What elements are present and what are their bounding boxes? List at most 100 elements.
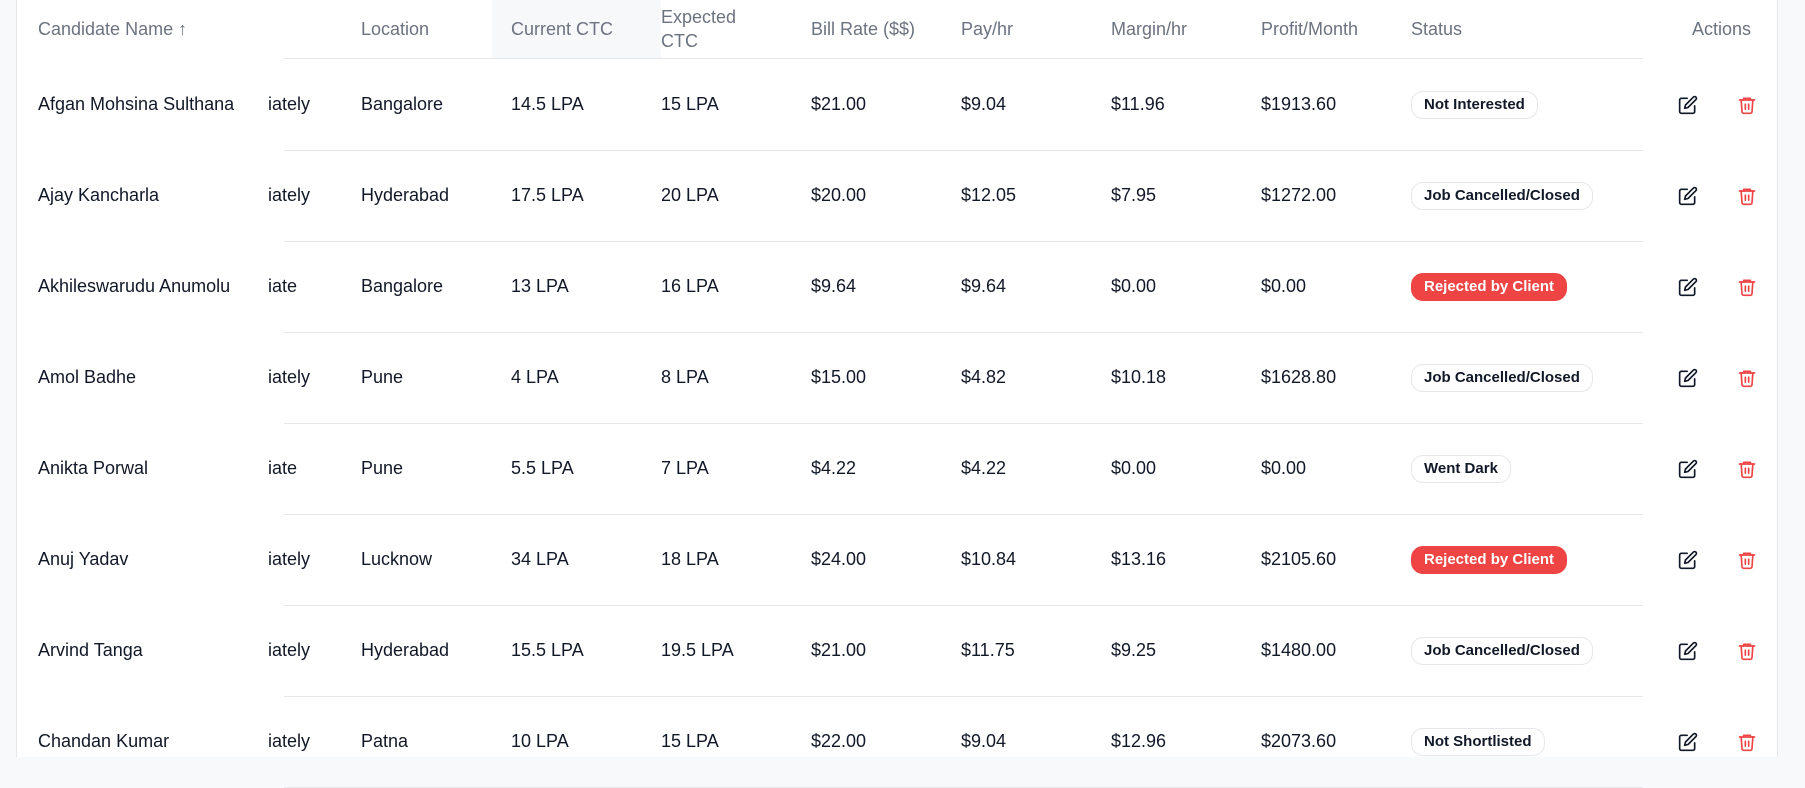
pay-hr: $12.05 (961, 185, 1017, 205)
edit-button[interactable] (1677, 367, 1699, 389)
delete-button[interactable] (1736, 731, 1758, 753)
candidate-name: Amol Badhe (38, 367, 137, 387)
header-expected-ctc-line2: CTC (661, 31, 698, 51)
location: Pune (361, 367, 404, 387)
notice-period: iate (268, 276, 298, 296)
header-status[interactable]: Status (1411, 0, 1551, 58)
status-cell: Rejected by Client (1411, 514, 1568, 605)
profit-month: $0.00 (1261, 276, 1307, 296)
status-badge: Rejected by Client (1411, 272, 1568, 301)
margin-hr: $0.00 (1111, 458, 1157, 478)
location: Lucknow (361, 549, 433, 569)
expected-ctc: 19.5 LPA (661, 640, 734, 660)
row-divider (284, 605, 1643, 606)
margin-hr: $7.95 (1111, 185, 1157, 205)
margin-hr: $9.25 (1111, 640, 1157, 660)
candidate-name: Akhileswarudu Anumolu (38, 276, 231, 296)
edit-icon (1678, 641, 1698, 661)
edit-button[interactable] (1677, 94, 1699, 116)
row-divider (284, 332, 1643, 333)
edit-button[interactable] (1677, 185, 1699, 207)
profit-month: $1913.60 (1261, 94, 1337, 114)
current-ctc: 14.5 LPA (511, 94, 584, 114)
delete-button[interactable] (1736, 367, 1758, 389)
notice-period: iately (268, 549, 311, 569)
bill-rate: $9.64 (811, 276, 857, 296)
edit-button[interactable] (1677, 549, 1699, 571)
current-ctc: 34 LPA (511, 549, 569, 569)
header-actions-label: Actions (1692, 19, 1752, 39)
trash-icon (1737, 641, 1757, 661)
location: Bangalore (361, 94, 444, 114)
candidate-name: Chandan Kumar (38, 731, 170, 751)
delete-button[interactable] (1736, 185, 1758, 207)
header-divider (284, 58, 1643, 59)
profit-month: $1628.80 (1261, 367, 1337, 387)
candidates-table: Candidate Name ↑ Location Current CTC Ex… (16, 0, 1778, 788)
row-divider (284, 696, 1643, 697)
edit-icon (1678, 277, 1698, 297)
delete-button[interactable] (1736, 276, 1758, 298)
status-cell: Job Cancelled/Closed (1411, 150, 1593, 241)
current-ctc: 17.5 LPA (511, 185, 584, 205)
header-location-label: Location (361, 19, 430, 39)
status-badge: Rejected by Client (1411, 545, 1568, 574)
header-bill-rate[interactable]: Bill Rate ($$) (811, 0, 951, 58)
edit-icon (1678, 459, 1698, 479)
location: Hyderabad (361, 640, 450, 660)
pay-hr: $4.22 (961, 458, 1007, 478)
notice-period: iately (268, 367, 311, 387)
header-profit-month-label: Profit/Month (1261, 19, 1359, 39)
margin-hr: $13.16 (1111, 549, 1167, 569)
edit-button[interactable] (1677, 458, 1699, 480)
expected-ctc: 7 LPA (661, 458, 709, 478)
bill-rate: $21.00 (811, 640, 867, 660)
row-divider (284, 241, 1643, 242)
current-ctc: 4 LPA (511, 367, 559, 387)
location: Pune (361, 458, 404, 478)
status-badge: Job Cancelled/Closed (1411, 363, 1593, 392)
expected-ctc: 15 LPA (661, 94, 719, 114)
row-divider (284, 423, 1643, 424)
header-candidate-name-label: Candidate Name ↑ (38, 19, 188, 39)
header-pay-hr[interactable]: Pay/hr (961, 0, 1101, 58)
candidate-name: Arvind Tanga (38, 640, 143, 660)
edit-button[interactable] (1677, 276, 1699, 298)
status-cell: Job Cancelled/Closed (1411, 332, 1593, 423)
current-ctc: 10 LPA (511, 731, 569, 751)
edit-button[interactable] (1677, 640, 1699, 662)
header-margin-hr[interactable]: Margin/hr (1111, 0, 1251, 58)
trash-icon (1737, 550, 1757, 570)
notice-period: iately (268, 640, 311, 660)
delete-button[interactable] (1736, 94, 1758, 116)
header-current-ctc[interactable]: Current CTC (492, 0, 661, 58)
current-ctc: 13 LPA (511, 276, 569, 296)
delete-button[interactable] (1736, 458, 1758, 480)
header-location[interactable]: Location (361, 0, 501, 58)
header-candidate-name[interactable]: Candidate Name ↑ (38, 0, 238, 58)
pay-hr: $10.84 (961, 549, 1017, 569)
status-cell: Went Dark (1411, 423, 1511, 514)
delete-button[interactable] (1736, 640, 1758, 662)
profit-month: $2073.60 (1261, 731, 1337, 751)
edit-button[interactable] (1677, 731, 1699, 753)
current-ctc: 5.5 LPA (511, 458, 574, 478)
header-margin-hr-label: Margin/hr (1111, 19, 1188, 39)
trash-icon (1737, 732, 1757, 752)
margin-hr: $0.00 (1111, 276, 1157, 296)
profit-month: $1272.00 (1261, 185, 1337, 205)
pay-hr: $4.82 (961, 367, 1007, 387)
margin-hr: $12.96 (1111, 731, 1167, 751)
bill-rate: $15.00 (811, 367, 867, 387)
edit-icon (1678, 95, 1698, 115)
bill-rate: $4.22 (811, 458, 857, 478)
expected-ctc: 16 LPA (661, 276, 719, 296)
delete-button[interactable] (1736, 549, 1758, 571)
pay-hr: $9.04 (961, 94, 1007, 114)
header-expected-ctc[interactable]: Expected CTC (661, 0, 801, 58)
candidate-name: Afgan Mohsina Sulthana (38, 94, 235, 114)
pay-hr: $11.75 (961, 640, 1015, 660)
candidate-name: Ajay Kancharla (38, 185, 160, 205)
header-profit-month[interactable]: Profit/Month (1261, 0, 1411, 58)
candidate-name: Anikta Porwal (38, 458, 149, 478)
